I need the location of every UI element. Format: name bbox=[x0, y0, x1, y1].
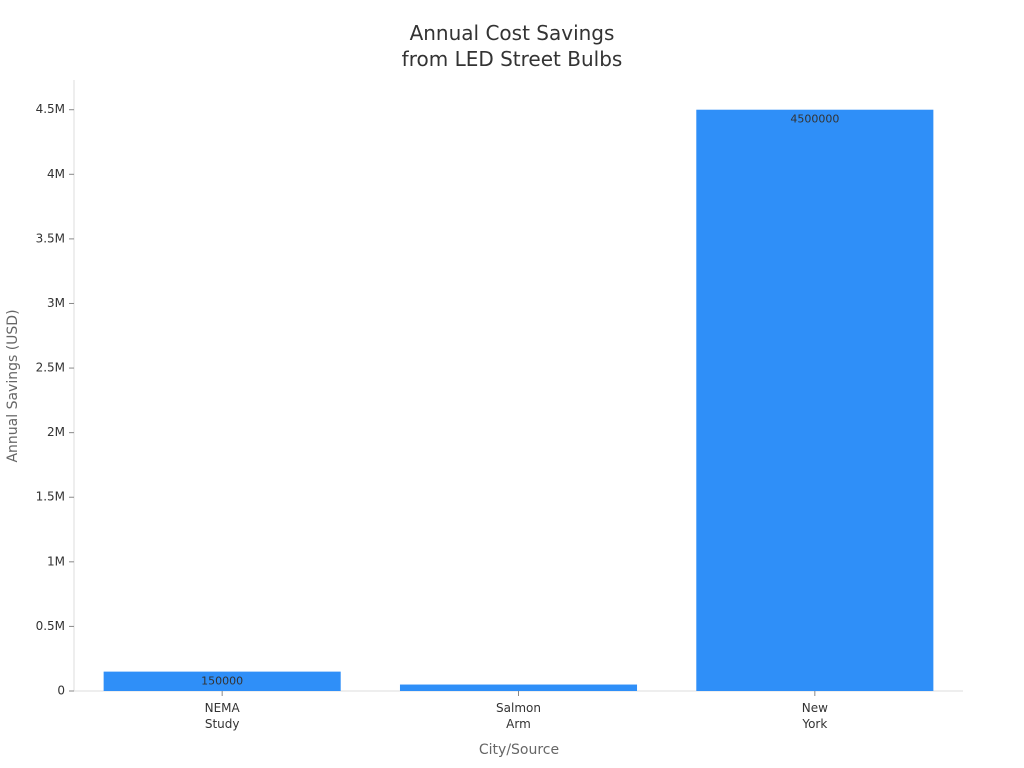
x-tick-label: NEMA Study bbox=[204, 701, 240, 731]
chart-title: Annual Cost Savings from LED Street Bulb… bbox=[401, 21, 623, 71]
bar bbox=[399, 684, 638, 691]
y-axis-label: Annual Savings (USD) bbox=[5, 309, 21, 462]
data-label: 150000 bbox=[201, 675, 243, 688]
y-tick-label: 3M bbox=[47, 296, 65, 310]
y-tick-label: 0 bbox=[57, 684, 65, 698]
x-tick-label: Salmon Arm bbox=[496, 701, 541, 731]
y-tick-label: 3.5M bbox=[36, 231, 65, 245]
x-axis-label: City/Source bbox=[479, 742, 559, 758]
x-tick-label: New York bbox=[801, 701, 828, 731]
y-tick-label: 4.5M bbox=[36, 102, 65, 116]
y-tick-label: 2.5M bbox=[36, 361, 65, 375]
data-label: 4500000 bbox=[790, 113, 839, 126]
title-box: Annual Cost Savings from LED Street Bulb… bbox=[0, 20, 1024, 72]
bar bbox=[696, 109, 934, 692]
y-tick-label: 1M bbox=[47, 554, 65, 568]
y-tick-label: 0.5M bbox=[36, 619, 65, 633]
y-tick-label: 2M bbox=[47, 425, 65, 439]
y-tick-label: 1.5M bbox=[36, 490, 65, 504]
y-tick-label: 4M bbox=[47, 167, 65, 181]
bar bbox=[103, 671, 341, 691]
